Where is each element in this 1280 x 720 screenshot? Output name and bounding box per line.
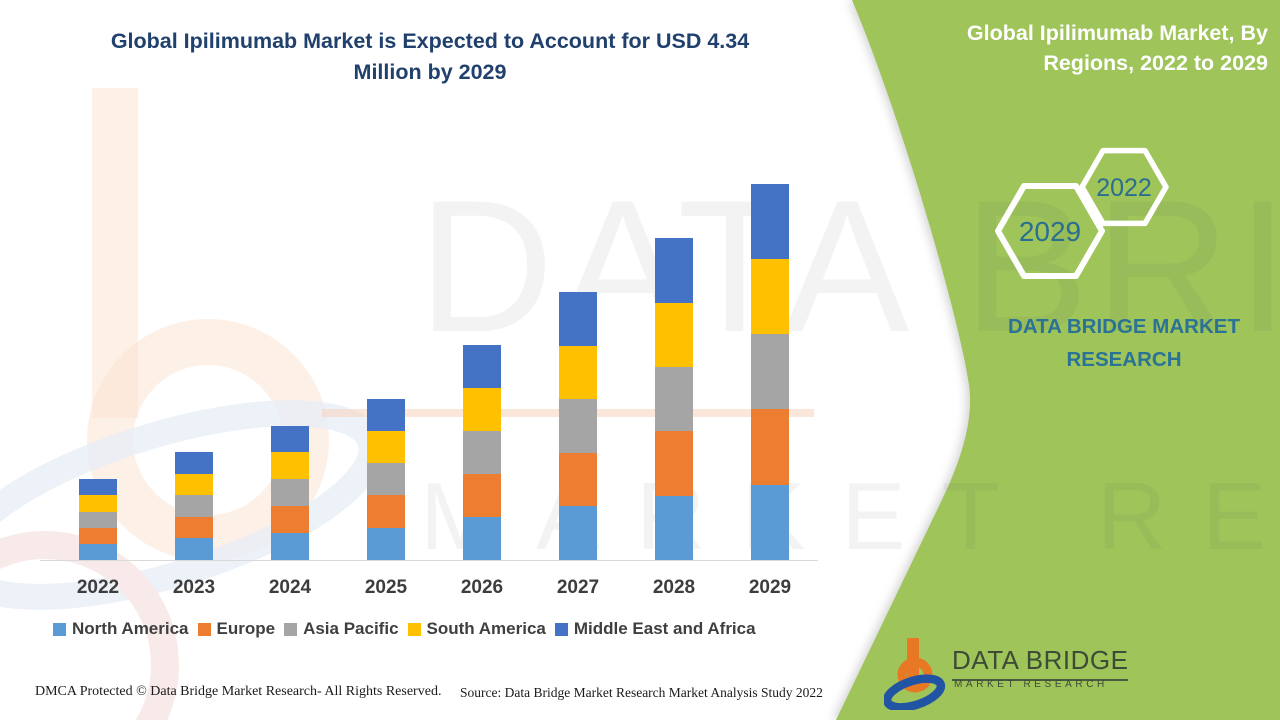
legend-item-middle-east-and-africa: Middle East and Africa: [554, 619, 756, 639]
bar-segment-2029-north-america: [751, 484, 789, 560]
x-axis-label-2029: 2029: [748, 577, 792, 598]
logo-text-data-bridge: DATA BRIDGE: [952, 645, 1129, 681]
logo-blue-swoosh: [884, 674, 946, 710]
legend-swatch: [284, 622, 298, 636]
x-axis-label-2024: 2024: [268, 577, 312, 598]
bar-segment-2023-north-america: [175, 538, 213, 560]
bar-segment-2023-middle-east-and-africa: [175, 452, 213, 474]
legend-item-asia-pacific: Asia Pacific: [284, 619, 399, 639]
bar-segment-2022-asia-pacific: [79, 511, 117, 528]
legend-label: North America: [72, 619, 189, 638]
bar-segment-2025-north-america: [367, 527, 405, 560]
bar-segment-2025-europe: [367, 495, 405, 528]
hexagon-2022: [1079, 147, 1169, 227]
legend-item-europe: Europe: [197, 619, 276, 639]
bar-segment-2025-south-america: [367, 430, 405, 464]
chart-legend: North America Europe Asia Pacific South Ame…: [53, 617, 765, 641]
bar-segment-2029-south-america: [751, 258, 789, 335]
x-axis-line: [40, 560, 818, 561]
bar-segment-2028-north-america: [655, 495, 693, 560]
x-axis-label-2022: 2022: [76, 577, 120, 598]
bar-segment-2025-asia-pacific: [367, 463, 405, 496]
bar-segment-2029-europe: [751, 409, 789, 485]
bar-segment-2023-asia-pacific: [175, 495, 213, 517]
legend-swatch: [53, 622, 66, 636]
bar-segment-2024-middle-east-and-africa: [271, 425, 309, 453]
bar-segment-2028-middle-east-and-africa: [655, 238, 693, 303]
legend-label: South America: [426, 619, 546, 638]
bar-segment-2024-europe: [271, 506, 309, 534]
bar-segment-2026-europe: [463, 473, 501, 517]
bar-segment-2026-north-america: [463, 516, 501, 560]
bar-segment-2027-south-america: [559, 345, 597, 400]
bar-segment-2026-asia-pacific: [463, 430, 501, 474]
bar-segment-2026-south-america: [463, 387, 501, 431]
panel-brand-text: DATA BRIDGE MARKET RESEARCH: [1008, 315, 1240, 371]
x-axis-label-2025: 2025: [364, 577, 408, 598]
legend-swatch: [197, 622, 211, 636]
legend-label: Middle East and Africa: [573, 619, 756, 638]
x-axis-label-2027: 2027: [556, 577, 600, 598]
legend-label: Asia Pacific: [303, 619, 399, 638]
bar-segment-2023-south-america: [175, 473, 213, 496]
bar-segment-2025-middle-east-and-africa: [367, 398, 405, 431]
legend-item-south-america: South America: [407, 619, 546, 639]
green-panel-shape: [836, 0, 1280, 720]
bar-segment-2022-south-america: [79, 495, 117, 512]
bar-segment-2026-middle-east-and-africa: [463, 344, 501, 388]
bar-segment-2029-middle-east-and-africa: [751, 183, 789, 259]
legend-swatch: [554, 622, 568, 636]
bar-segment-2022-europe: [79, 527, 117, 544]
hexagon-year-2022: 2022: [1096, 174, 1152, 202]
x-axis-label-2026: 2026: [460, 577, 504, 598]
footer-source-text: Source: Data Bridge Market Research Mark…: [460, 685, 823, 700]
bar-segment-2024-north-america: [271, 533, 309, 560]
x-axis-label-2028: 2028: [652, 577, 696, 598]
bar-segment-2027-asia-pacific: [559, 399, 597, 453]
legend-label: Europe: [216, 619, 276, 638]
bar-segment-2027-north-america: [559, 506, 597, 560]
logo-text-market-research: MARKET RESEARCH: [954, 679, 1108, 690]
bar-segment-2027-europe: [559, 452, 597, 507]
panel-title: Global Ipilimumab Market, By Regions, 20…: [966, 21, 1268, 75]
bar-segment-2029-asia-pacific: [751, 334, 789, 410]
bar-segment-2022-middle-east-and-africa: [79, 479, 117, 496]
hexagon-2029: [995, 183, 1105, 279]
bar-segment-2024-south-america: [271, 452, 309, 480]
legend-item-north-america: North America: [53, 619, 189, 639]
bar-segment-2023-europe: [175, 516, 213, 539]
bar-segment-2022-north-america: [79, 543, 117, 560]
bar-segment-2028-south-america: [655, 302, 693, 367]
dbmr-logo-mark: [884, 638, 946, 710]
bar-segment-2024-asia-pacific: [271, 479, 309, 507]
hexagon-year-2029: 2029: [1018, 216, 1082, 247]
bar-segment-2027-middle-east-and-africa: [559, 292, 597, 346]
bar-segment-2028-asia-pacific: [655, 367, 693, 432]
chart-title: Global Ipilimumab Market is Expected to …: [110, 29, 750, 84]
footer-dmca-text: DMCA Protected © Data Bridge Market Rese…: [35, 684, 442, 699]
bar-segment-2028-europe: [655, 431, 693, 496]
legend-swatch: [407, 622, 421, 636]
x-axis-label-2023: 2023: [172, 577, 216, 598]
